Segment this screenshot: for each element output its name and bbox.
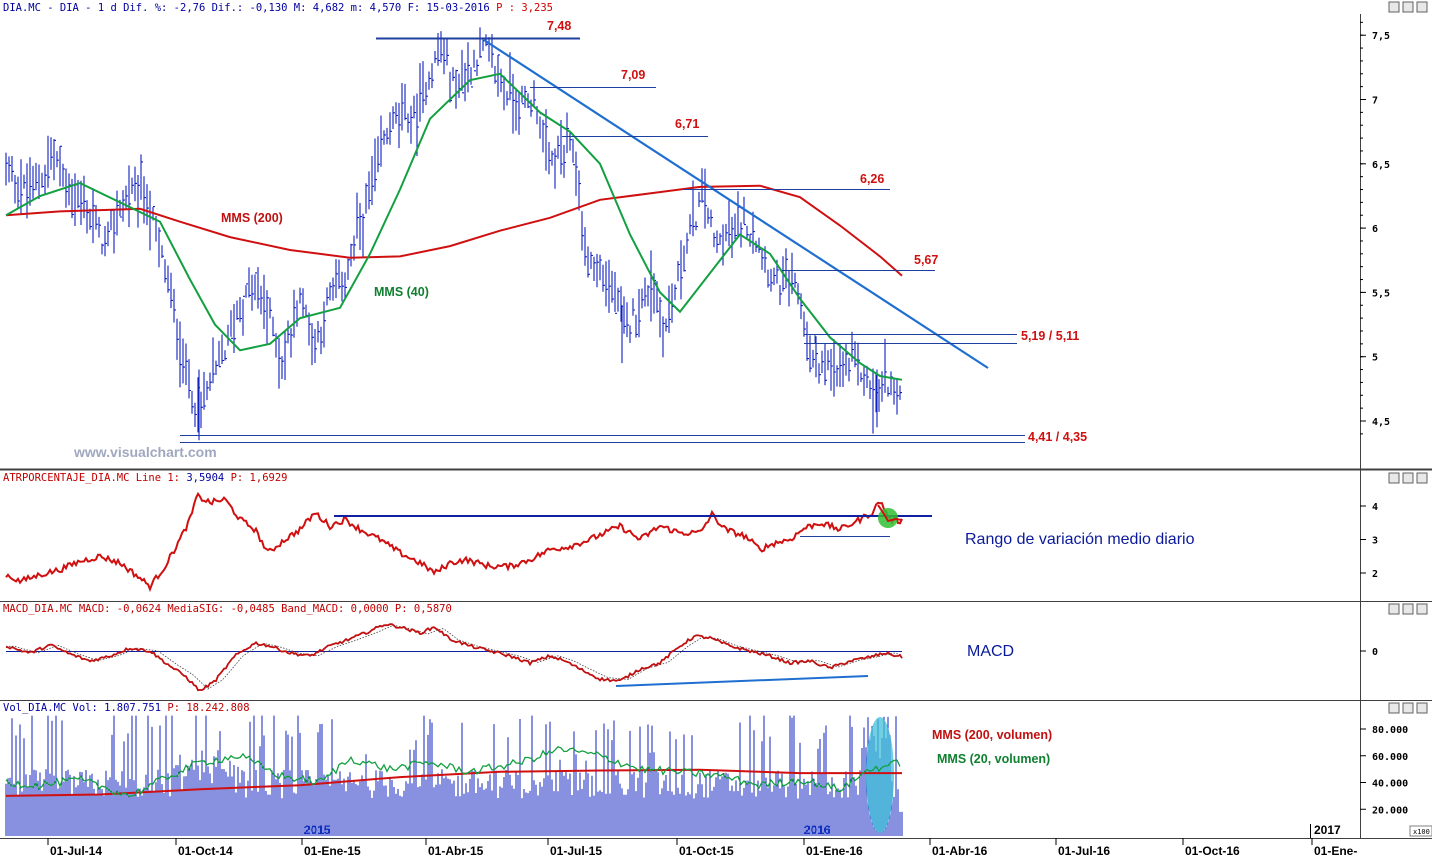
y-tick-label: 6,5 [1372, 160, 1390, 171]
y-tick-label: 60.000 [1372, 752, 1408, 763]
vol-mms20-label: MMS (20, volumen) [937, 752, 1050, 766]
volume-highlight [866, 717, 894, 833]
y-tick-label: 4 [1372, 502, 1378, 513]
macd-line [5, 623, 903, 692]
scale-badge: x100 [1413, 828, 1430, 836]
x-tick-label: 01-Abr-16 [932, 844, 988, 857]
header-part: ATRPORCENTAJE_DIA.MC Line 1: [3, 472, 186, 484]
x-tick-label: 01-Ene-15 [304, 844, 361, 857]
x-tick-label: 01-Ene-16 [806, 844, 863, 857]
macd-header: MACD_DIA.MC MACD: -0,0624 MediaSIG: -0,0… [3, 603, 452, 615]
vol-mms200-line [5, 768, 902, 797]
x-tick-label: 01-Oct-14 [178, 844, 233, 857]
year-label-2016: 2016 [804, 823, 831, 837]
x-tick-label: 01-Jul-16 [1058, 844, 1110, 857]
volume-header: Vol_DIA.MC Vol: 1.807.751 P: 18.242.808 [3, 702, 250, 714]
y-tick-label: 7 [1372, 96, 1378, 107]
year-label-2015: 2015 [304, 823, 331, 837]
atr-tail [877, 504, 903, 523]
y-tick-label: 6 [1372, 224, 1378, 235]
price-panel: 7,48 7,09 6,71 6,26 5,67 5,19 / 5,11 4,41 / 4,… [5, 19, 1390, 444]
mms200-line [5, 184, 903, 277]
volume-window-controls[interactable] [1388, 702, 1428, 714]
y-tick-label: 5 [1372, 353, 1378, 364]
level-label: 6,71 [675, 117, 699, 131]
x-tick-label: 01-Jul-15 [550, 844, 602, 857]
level-label: 6,26 [860, 172, 884, 186]
y-tick-label: 7,5 [1372, 31, 1390, 42]
mms40-line [5, 72, 903, 381]
price-header: DIA.MC - DIA - 1 d Dif. %: -2,76 Dif.: -… [3, 2, 553, 14]
volume-panel: 80.000 60.000 40.000 20.000 [5, 715, 1408, 836]
atr-window-controls[interactable] [1388, 472, 1428, 484]
level-label: 4,41 / 4,35 [1028, 430, 1087, 444]
level-label: 7,09 [621, 68, 645, 82]
x-tick-label: 01-Abr-15 [428, 844, 484, 857]
signal-line [6, 625, 903, 690]
downtrend-line [483, 39, 989, 369]
atr-panel: 4 3 2 [5, 491, 1378, 593]
axes: 01-Jul-14 01-Oct-14 01-Ene-15 01-Abr-15 01-J… [47, 838, 1357, 857]
y-tick-label: 40.000 [1372, 779, 1408, 790]
price-window-controls[interactable] [1388, 1, 1428, 13]
macd-window-controls[interactable] [1388, 603, 1428, 615]
y-tick-label: 3 [1372, 536, 1378, 547]
y-tick-label: 80.000 [1372, 725, 1408, 736]
macd-divergence-line [615, 675, 869, 687]
volume-bars [5, 715, 903, 836]
y-tick-label: 20.000 [1372, 805, 1408, 816]
header-part: P: 1,6929 [224, 472, 287, 484]
y-tick-label: 2 [1372, 569, 1378, 580]
level-label: 5,19 / 5,11 [1021, 329, 1079, 343]
y-tick-label: 4,5 [1372, 417, 1390, 428]
vol-mms200-label: MMS (200, volumen) [932, 728, 1052, 742]
macd-note: MACD [967, 643, 1014, 660]
vol-mms20-line [5, 746, 901, 798]
macd-panel: 0 [5, 623, 1378, 692]
x-tick-label: 01-Jul-14 [50, 844, 102, 857]
header-part: P : 3,235 [496, 2, 553, 14]
header-part: MACD_DIA.MC MACD: -0,0624 MediaSIG: -0,0… [3, 603, 452, 615]
atr-header: ATRPORCENTAJE_DIA.MC Line 1: 3,5904 P: 1… [3, 472, 287, 484]
x-tick-label: 01-Oct-15 [679, 844, 734, 857]
header-part: 3,5904 [186, 472, 224, 484]
y-tick-label: 5,5 [1372, 288, 1390, 299]
level-label: 5,67 [914, 253, 938, 267]
header-part: P: 18.242.808 [167, 702, 249, 714]
header-part: DIA.MC - DIA - 1 d Dif. %: -2,76 Dif.: -… [3, 2, 496, 14]
atr-note: Rango de variación medio diario [965, 531, 1195, 548]
x-tick-label: 01-Oct-16 [1185, 844, 1240, 857]
mms40-label: MMS (40) [374, 285, 429, 299]
x-tick-label: 01-Ene- [1314, 844, 1357, 857]
mms200-label: MMS (200) [221, 211, 283, 225]
header-part: Vol_DIA.MC Vol: 1.807.751 [3, 702, 167, 714]
y-tick-label: 0 [1372, 647, 1378, 658]
year-label-2017: 2017 [1314, 823, 1341, 837]
atr-line [5, 491, 903, 593]
level-label: 7,48 [547, 19, 571, 33]
watermark: www.visualchart.com [73, 444, 217, 460]
